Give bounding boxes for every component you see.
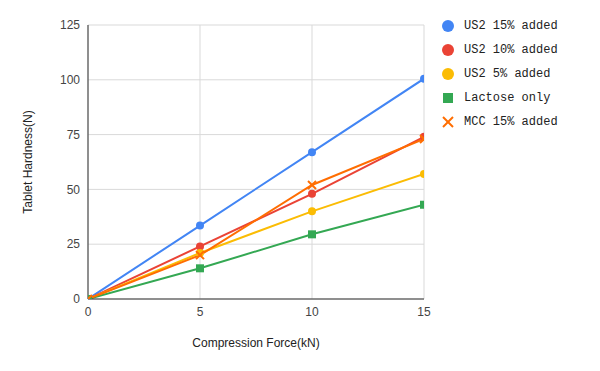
html-text:US2 5% added: US2 5% added [464, 67, 551, 81]
html-text:US2 15% added: US2 15% added [464, 19, 558, 33]
svg-text:15: 15 [417, 305, 431, 319]
svg-text:0: 0 [85, 305, 92, 319]
html-text:Lactose only: Lactose only [464, 91, 551, 105]
svg-text:5: 5 [197, 305, 204, 319]
svg-text:75: 75 [67, 128, 81, 142]
svg-text:25: 25 [67, 237, 81, 251]
svg-text:Compression Force(kN): Compression Force(kN) [192, 336, 319, 350]
svg-text:125: 125 [60, 18, 80, 32]
svg-text:10: 10 [305, 305, 319, 319]
svg-text:50: 50 [67, 183, 81, 197]
svg-text:0: 0 [73, 292, 80, 306]
svg-text:100: 100 [60, 73, 80, 87]
html-text:US2 10% added: US2 10% added [464, 43, 558, 57]
html-text:MCC 15% added: MCC 15% added [464, 115, 558, 129]
svg-text:Tablet Hardness(N): Tablet Hardness(N) [21, 110, 35, 213]
